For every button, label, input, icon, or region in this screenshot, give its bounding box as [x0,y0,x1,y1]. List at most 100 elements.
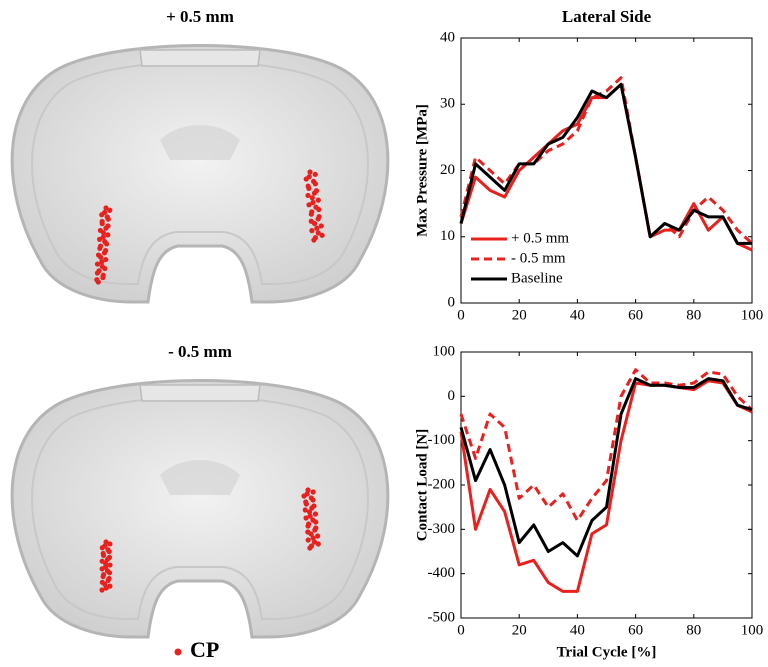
x-tick-label: 40 [570,307,585,323]
y-tick-label: -300 [428,521,456,537]
contact-point [316,541,321,546]
contact-point [309,212,314,217]
y-tick-label: -200 [428,476,456,492]
contact-point [310,195,315,200]
y-tick-label: 0 [448,294,456,310]
x-tick-label: 20 [512,307,527,323]
y-tick-label: 10 [440,228,455,244]
contact-point [100,275,105,280]
contact-point [100,545,105,550]
contact-point [313,511,318,516]
contact-point [97,246,102,251]
series-line [461,78,752,244]
contact-point [303,515,308,520]
panel-label: + 0.5 mm [166,7,234,26]
contact-point [307,169,312,174]
contact-point [316,207,321,212]
x-tick-label: 40 [570,622,585,638]
contact-point [313,181,318,186]
contact-point [98,255,103,260]
contact-point [306,202,311,207]
x-tick-label: 80 [686,307,701,323]
page: { "figure": { "panel_labels": ["+ 0.5 mm… [0,0,768,667]
contact-point [107,570,112,575]
contact-point [95,261,100,266]
contact-point [100,566,105,571]
contact-point [102,266,107,271]
series-line [461,84,752,250]
contact-point [106,217,111,222]
contact-point [101,230,106,235]
x-tick-label: 20 [512,622,527,638]
x-tick-label: 60 [628,307,643,323]
y-tick-label: -400 [428,565,456,581]
contact-point [312,527,317,532]
contact-point [107,208,112,213]
contact-point [306,186,311,191]
contact-point [107,549,112,554]
marker-legend-label: CP [190,637,219,662]
contact-point [104,241,109,246]
contact-point [107,562,112,567]
contact-point [105,232,110,237]
implant-image [12,381,388,638]
marker-legend-symbol [175,649,182,656]
series-line [461,84,752,243]
contact-point [320,233,325,238]
contact-point [95,270,100,275]
x-tick-label: 60 [628,622,643,638]
y-tick-label: 40 [440,29,455,45]
contact-point [307,545,312,550]
figure: + 0.5 mm - 0.5 mm CP Lateral Side Max Pre… [0,0,768,667]
contact-point [306,537,311,542]
contact-point [311,489,316,494]
series-line [461,379,752,556]
contact-point [99,587,104,592]
x-tick-label: 100 [741,307,764,323]
y-tick-label: 0 [448,388,456,404]
contact-point [315,533,320,538]
y-axis-label: Max Pressure [MPa] [414,104,430,237]
x-axis-label: Trial Cycle [%] [557,644,657,660]
contact-point [101,553,106,558]
x-tick-label: 0 [457,622,465,638]
y-tick-label: 100 [433,343,456,359]
contact-point [96,279,101,284]
y-tick-label: 30 [440,96,455,112]
chart-title: Lateral Side [562,7,652,26]
contact-point [97,237,102,242]
contact-point [313,519,318,524]
y-tick-label: 20 [440,162,455,178]
contact-point [312,191,317,196]
x-tick-label: 0 [457,307,465,323]
x-tick-label: 80 [686,622,701,638]
contact-point [103,226,108,231]
contact-point [319,223,324,228]
implant-image [12,46,388,303]
x-tick-label: 100 [741,622,764,638]
contact-point [99,212,104,217]
contact-point [100,574,105,579]
legend-label: + 0.5 mm [511,230,569,246]
contact-point [311,237,316,242]
legend-label: - 0.5 mm [511,250,566,266]
legend-label: Baseline [511,270,563,286]
contact-point [316,216,321,221]
y-tick-label: -100 [428,432,456,448]
contact-point [100,221,105,226]
plot-frame [461,38,752,303]
panel-label: - 0.5 mm [168,342,232,361]
contact-point [313,172,318,177]
contact-point [305,523,310,528]
y-tick-label: -500 [428,609,456,625]
contact-point [312,221,317,226]
contact-point [107,541,112,546]
contact-point [316,198,321,203]
contact-point [309,228,314,233]
contact-point [304,176,309,181]
contact-point [102,250,107,255]
contact-point [304,501,309,506]
contact-point [310,497,315,502]
contact-point [314,226,319,231]
contact-point [301,493,306,498]
